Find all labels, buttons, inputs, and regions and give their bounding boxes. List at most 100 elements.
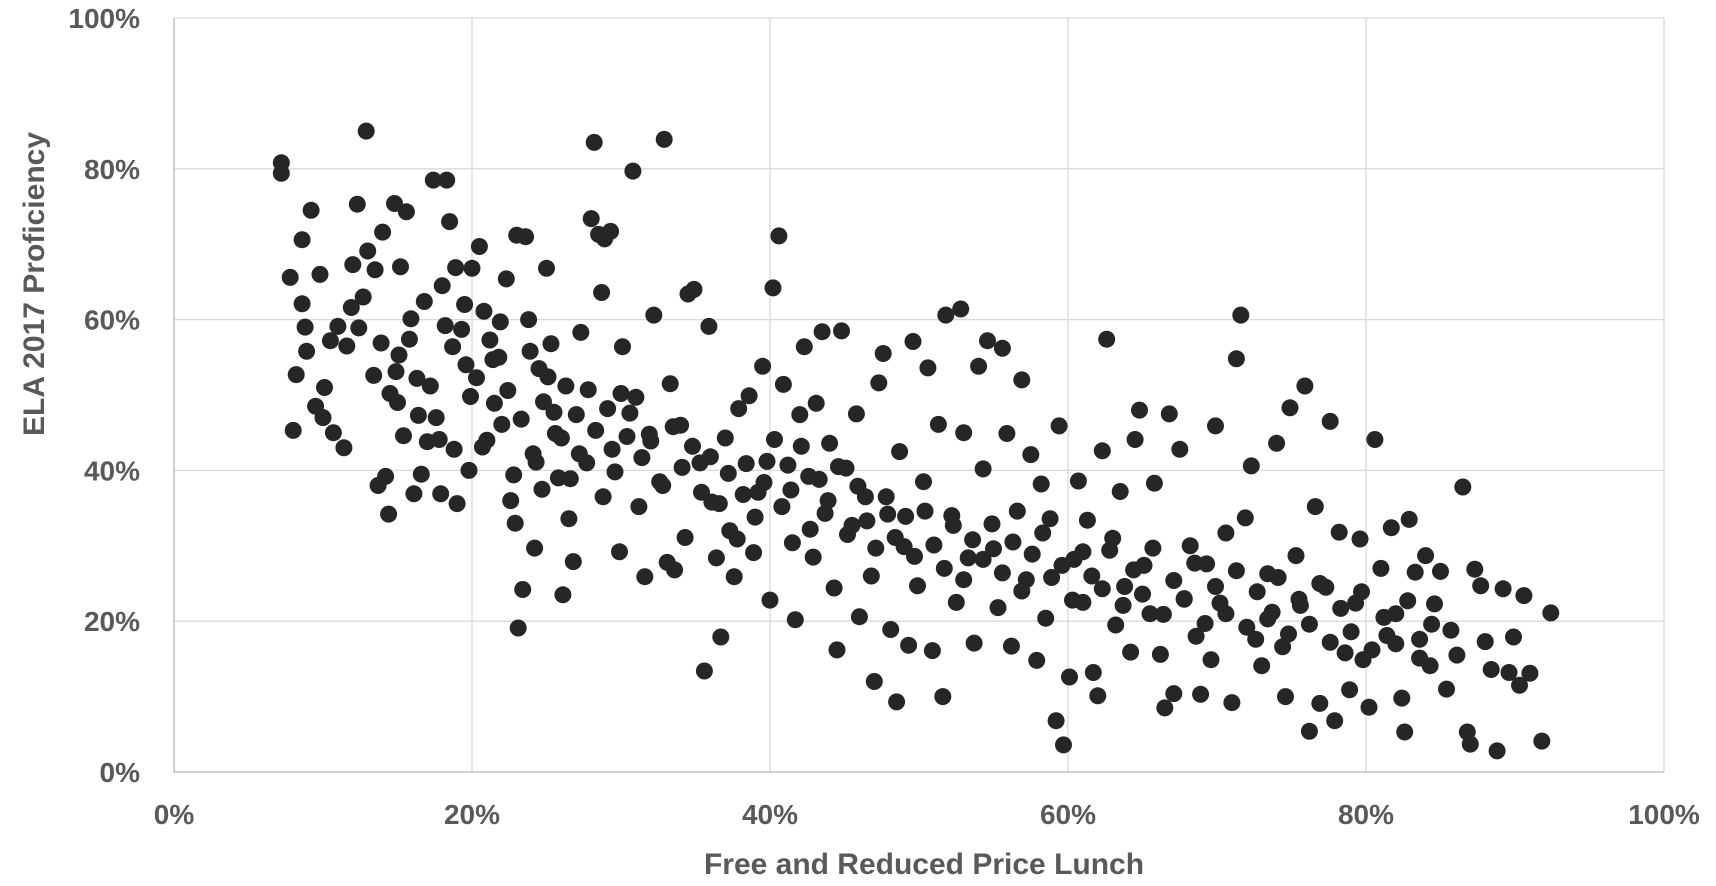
- data-point: [1034, 524, 1052, 542]
- data-point: [552, 429, 570, 447]
- data-point: [810, 470, 828, 488]
- data-point: [1306, 498, 1324, 516]
- data-point: [1151, 645, 1169, 663]
- data-point: [1165, 685, 1183, 703]
- data-point: [1406, 563, 1424, 581]
- data-point: [387, 363, 405, 381]
- data-point: [499, 382, 517, 399]
- data-point: [642, 432, 660, 450]
- data-point: [952, 300, 970, 318]
- data-point: [1122, 643, 1140, 661]
- data-point: [374, 223, 392, 241]
- data-point: [397, 203, 415, 221]
- data-point: [1476, 633, 1494, 651]
- data-point: [342, 299, 360, 316]
- data-point: [1089, 687, 1107, 705]
- data-point: [755, 474, 773, 491]
- data-point: [774, 375, 792, 393]
- data-point: [1107, 616, 1125, 634]
- data-point: [603, 440, 621, 458]
- x-tick-label: 0%: [154, 799, 195, 830]
- data-point: [891, 443, 909, 461]
- data-point: [1242, 457, 1260, 475]
- data-point: [1084, 664, 1102, 681]
- data-point: [1511, 676, 1528, 694]
- data-point: [819, 492, 837, 510]
- data-point: [344, 256, 362, 274]
- data-point: [730, 400, 748, 418]
- data-point: [1083, 567, 1101, 585]
- data-point: [421, 377, 439, 395]
- data-point: [438, 171, 456, 189]
- data-point: [989, 599, 1007, 617]
- data-point: [1382, 519, 1400, 537]
- data-points: [272, 122, 1560, 760]
- data-point: [582, 210, 600, 228]
- data-point: [654, 477, 672, 494]
- data-point: [1248, 583, 1266, 601]
- data-point: [865, 673, 883, 690]
- data-point: [944, 516, 962, 534]
- data-point: [1104, 529, 1122, 547]
- data-point: [645, 306, 663, 324]
- data-point: [1253, 657, 1271, 675]
- data-point: [983, 515, 1001, 533]
- data-point: [710, 495, 728, 513]
- data-point: [882, 621, 900, 638]
- data-point: [462, 388, 479, 405]
- data-point: [740, 387, 758, 405]
- data-point: [512, 410, 530, 428]
- data-point: [1202, 651, 1220, 669]
- data-point: [354, 288, 372, 306]
- data-point: [456, 296, 474, 313]
- data-point: [1411, 649, 1429, 667]
- data-point: [858, 512, 876, 530]
- data-point: [888, 693, 906, 711]
- data-point: [1342, 623, 1360, 641]
- data-point: [316, 379, 333, 396]
- data-point: [481, 331, 499, 349]
- data-point: [572, 323, 590, 341]
- tick-labels: 0% 20% 40% 60% 80% 100% 0% 20% 40% 60% 80% 100%: [68, 3, 1700, 830]
- data-point: [473, 438, 491, 456]
- data-point: [441, 213, 459, 231]
- data-point: [560, 510, 578, 528]
- data-point: [408, 369, 426, 387]
- data-point: [874, 345, 892, 362]
- data-point: [520, 311, 538, 329]
- data-point: [1417, 547, 1435, 565]
- data-point: [538, 259, 555, 277]
- data-point: [673, 458, 691, 476]
- data-point: [695, 662, 713, 680]
- data-point: [468, 369, 485, 387]
- data-point: [587, 421, 605, 439]
- data-point: [533, 480, 551, 498]
- data-point: [386, 195, 403, 212]
- data-point: [415, 293, 433, 310]
- data-point: [579, 381, 597, 399]
- data-point: [904, 333, 922, 350]
- data-point: [602, 222, 620, 240]
- data-point: [427, 409, 445, 427]
- data-point: [804, 548, 822, 566]
- data-point: [484, 351, 502, 369]
- data-point: [1393, 689, 1411, 707]
- x-tick-label: 40%: [742, 799, 798, 830]
- data-point: [611, 543, 628, 561]
- data-point: [554, 586, 572, 604]
- data-point: [1050, 417, 1068, 435]
- data-point: [964, 531, 982, 549]
- data-point: [947, 593, 965, 611]
- data-point: [825, 579, 843, 597]
- data-point: [897, 507, 915, 525]
- data-point: [1156, 699, 1174, 717]
- data-point: [1008, 502, 1026, 520]
- data-point: [1321, 633, 1339, 651]
- data-point: [1093, 442, 1111, 460]
- x-tick-label: 80%: [1338, 799, 1394, 830]
- data-point: [745, 544, 763, 562]
- data-point: [1505, 628, 1522, 646]
- data-point: [1116, 578, 1134, 595]
- data-point: [614, 338, 631, 356]
- data-point: [1363, 641, 1381, 659]
